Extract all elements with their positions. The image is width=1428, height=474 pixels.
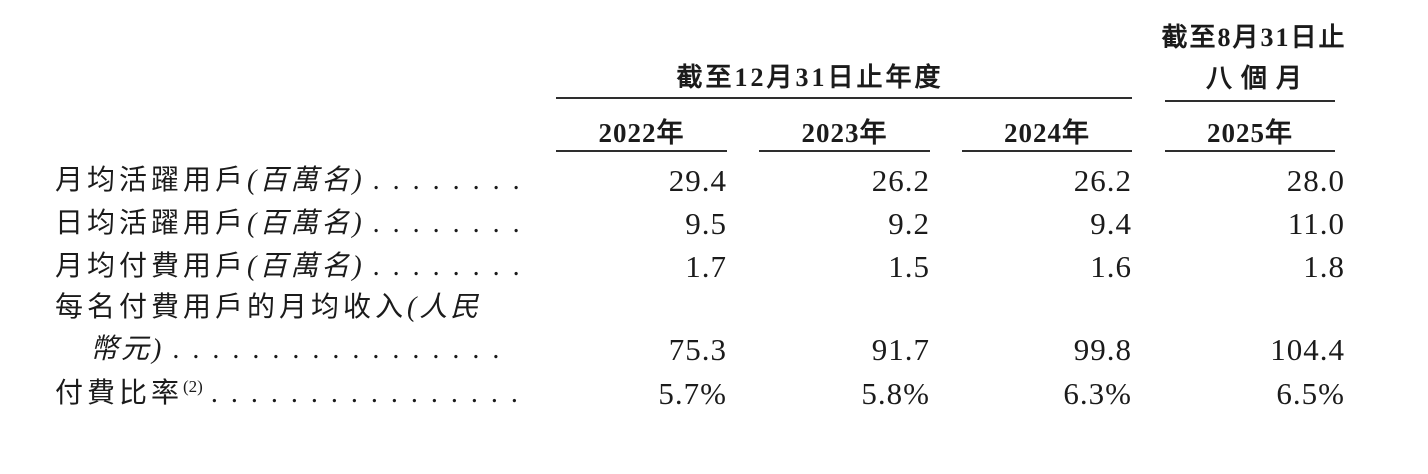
column-header-2024: 2024年 <box>1004 118 1090 148</box>
cell-value: 9.2 <box>888 206 930 241</box>
row-label: 付費比率 <box>55 378 184 409</box>
cell-value: 91.7 <box>871 332 930 367</box>
interim-group-rule <box>1165 100 1335 102</box>
cell-value: 6.5% <box>1276 376 1345 411</box>
year-underline-2025 <box>1165 150 1335 152</box>
year-underline-2022 <box>556 150 727 152</box>
cell-value: 75.3 <box>668 332 727 367</box>
cell-value: 1.6 <box>1090 249 1132 284</box>
column-header-2022: 2022年 <box>598 118 685 148</box>
cell-value: 26.2 <box>1073 163 1132 198</box>
cell-value: 9.4 <box>1090 206 1132 241</box>
year-underline-2023 <box>759 150 930 152</box>
cell-value: 5.8% <box>861 376 930 411</box>
column-header-2023: 2023年 <box>801 118 888 148</box>
interim-period-header-line2: 八個月 <box>1205 64 1311 93</box>
dot-leader: ........ <box>372 208 525 239</box>
row-label-unit: (百萬名) <box>247 165 365 196</box>
table-row: 付費比率(2).................. <box>55 375 525 413</box>
cell-value: 5.7% <box>658 376 727 411</box>
dot-leader: ........ <box>372 251 525 282</box>
row-label: 日均活躍用戶 <box>55 208 248 239</box>
dot-leader: .................. <box>210 378 525 409</box>
annual-group-rule <box>556 97 1132 99</box>
row-label: 月均活躍用戶 <box>55 165 248 196</box>
annual-period-header: 截至12月31日止年度 <box>676 63 944 92</box>
cell-value: 104.4 <box>1270 332 1345 367</box>
row-label-unit: (百萬名) <box>247 251 365 282</box>
cell-value: 9.5 <box>685 206 727 241</box>
cell-value: 28.0 <box>1286 163 1345 198</box>
cell-value: 1.8 <box>1303 249 1345 284</box>
cell-value: 29.4 <box>668 163 727 198</box>
table-row: 每名付費用戶的月均收入 (人民 <box>55 289 525 327</box>
cell-value: 6.3% <box>1063 376 1132 411</box>
table-row-continuation: 幣元)................. <box>55 331 560 369</box>
year-underline-2024 <box>962 150 1132 152</box>
interim-period-header-line1: 截至8月31日止 <box>1161 23 1347 52</box>
row-label-unit: 幣元) <box>90 334 165 365</box>
cell-value: 1.7 <box>685 249 727 284</box>
cell-value: 11.0 <box>1287 206 1345 241</box>
column-header-2025: 2025年 <box>1207 118 1293 148</box>
cell-value: 99.8 <box>1073 332 1132 367</box>
table-row: 日均活躍用戶 (百萬名)........ <box>55 205 525 243</box>
dot-leader: ........ <box>372 165 525 196</box>
cell-value: 1.5 <box>888 249 930 284</box>
table-row: 月均活躍用戶 (百萬名)........ <box>55 162 525 200</box>
row-label-unit: (人民 <box>407 292 482 323</box>
dot-leader: ................. <box>172 334 513 365</box>
row-label-unit: (百萬名) <box>247 208 365 239</box>
row-label: 月均付費用戶 <box>55 251 248 282</box>
cell-value: 26.2 <box>871 163 930 198</box>
table-row: 月均付費用戶 (百萬名)........ <box>55 248 525 286</box>
row-label: 每名付費用戶的月均收入 <box>55 292 408 323</box>
